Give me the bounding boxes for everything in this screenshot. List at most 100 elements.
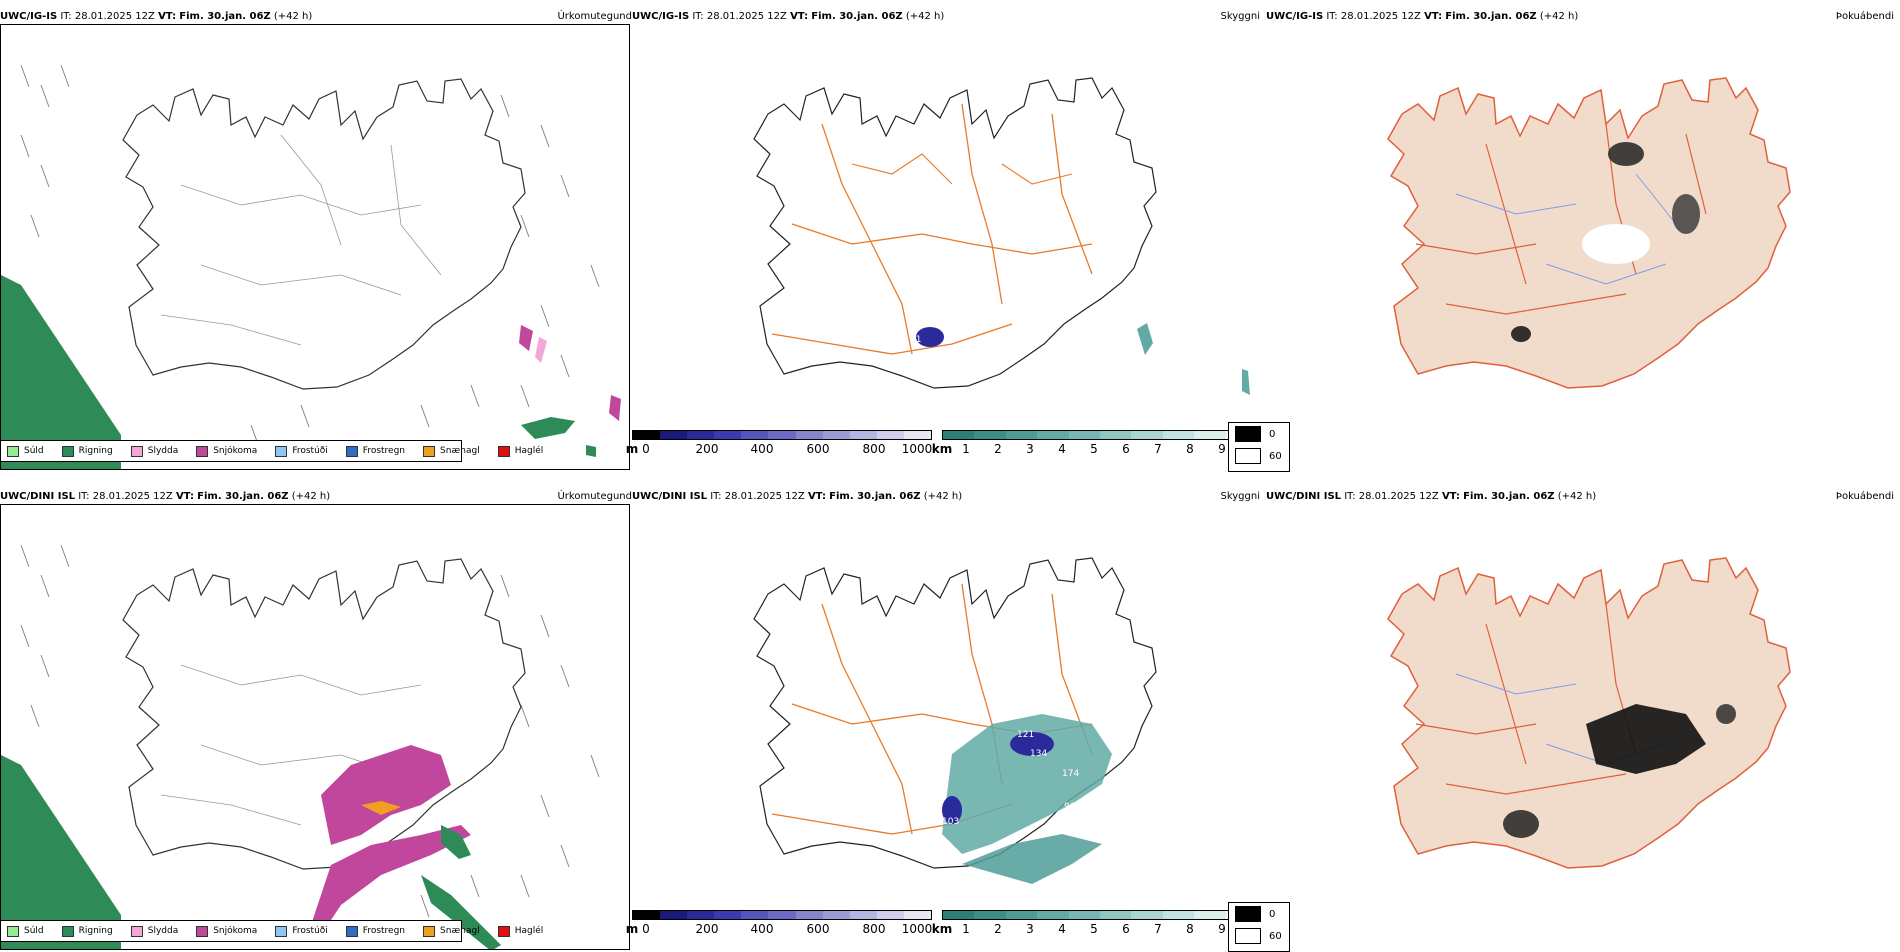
legend-label: Snjókoma [213, 926, 258, 936]
cloud-base-colorbar: m 0 200 400 600 800 1000 [626, 430, 932, 460]
cbar-tick: 1000 [901, 922, 933, 936]
legend-label: Frostúði [292, 446, 328, 456]
model-name: UWC/IG-IS [1266, 11, 1324, 22]
vt-label: VT: [158, 11, 177, 22]
it-label: IT: [710, 491, 722, 502]
legend-item-sudl: Súld [7, 925, 44, 937]
legend-item-frostregn: Frostregn [345, 445, 406, 457]
legend-item-slydda: Slydda [130, 445, 179, 457]
fog-legend-row: 60 [1229, 925, 1289, 947]
cloud-base-label: 81 [910, 335, 921, 345]
legend-item-haglel: Haglél [497, 445, 543, 457]
vt-label: VT: [807, 491, 826, 502]
vt-value: Fim. 30.jan. 06Z [1463, 491, 1555, 502]
precip-map-svg [1, 64, 621, 469]
vt-value: Fim. 30.jan. 06Z [197, 491, 289, 502]
vt-value: Fim. 30.jan. 06Z [829, 491, 921, 502]
vbar-tick: 2 [994, 922, 1002, 936]
panel-title: Þokuábendi [1835, 491, 1894, 502]
lead-time: (+42 h) [291, 491, 331, 502]
it-value: 28.01.2025 12Z [92, 491, 173, 502]
vbar-tick: 8 [1186, 922, 1194, 936]
visibility-unit: km [931, 922, 953, 936]
panel-header: UWC/IG-IS IT: 28.01.2025 12Z VT: Fim. 30… [1266, 10, 1900, 24]
it-value: 28.01.2025 12Z [706, 11, 787, 22]
legend-item-rigning: Rigning [61, 925, 113, 937]
precip-map [0, 504, 630, 950]
fog-legend: 0 60 [1228, 902, 1290, 952]
panel-title: Úrkomutegund [557, 491, 632, 502]
fog-map-svg [1387, 557, 1791, 869]
lead-time: (+42 h) [1557, 491, 1597, 502]
vbar-tick: 7 [1154, 922, 1162, 936]
cbar-tick: 200 [695, 922, 719, 936]
fog-legend-label: 60 [1269, 450, 1282, 462]
lead-time: (+42 h) [905, 11, 945, 22]
cloud-base-label: 121 [1017, 730, 1034, 740]
model-name: UWC/DINI ISL [0, 491, 76, 502]
visibility-unit: km [931, 442, 953, 456]
it-label: IT: [692, 11, 704, 22]
cloud-base-colorbar: m 0 200 400 600 800 1000 [626, 910, 933, 940]
fog-legend-row: 0 [1229, 903, 1289, 925]
visibility-map: 121 134 174 96 103 80 [632, 504, 1264, 944]
vt-label: VT: [790, 11, 809, 22]
visibility-map: 81 [632, 24, 1264, 464]
it-value: 28.01.2025 12Z [74, 11, 155, 22]
vbar-tick: 9 [1218, 442, 1226, 456]
legend-label: Súld [24, 926, 44, 936]
vbar-tick: 8 [1186, 442, 1194, 456]
model-name: UWC/DINI ISL [1266, 491, 1342, 502]
vbar-tick: 9 [1218, 922, 1226, 936]
vt-label: VT: [1424, 11, 1443, 22]
fog-legend-label: 0 [1269, 428, 1276, 440]
it-value: 28.01.2025 12Z [1340, 11, 1421, 22]
visibility-map-svg: 81 [753, 77, 1250, 395]
visibility-panel-row1: UWC/IG-IS IT: 28.01.2025 12Z VT: Fim. 30… [626, 10, 1264, 464]
legend-label: Snæhagl [440, 446, 480, 456]
vbar-tick: 1 [962, 442, 970, 456]
model-name: UWC/DINI ISL [632, 491, 708, 502]
legend-item-frostregn: Frostregn [345, 925, 405, 937]
legend-label: Frostúði [292, 926, 328, 936]
it-label: IT: [1326, 11, 1338, 22]
cbar-tick: 0 [642, 442, 650, 456]
cbar-tick: 600 [806, 922, 830, 936]
vt-value: Fim. 30.jan. 06Z [1445, 11, 1537, 22]
legend-item-rigning: Rigning [61, 445, 113, 457]
vbar-tick: 5 [1090, 922, 1098, 936]
legend-item-snaehagl: Snæhagl [423, 445, 480, 457]
visibility-colorbar: km 1 2 3 4 5 6 7 8 9 10 [932, 910, 1258, 940]
panel-header: UWC/DINI ISL IT: 28.01.2025 12Z VT: Fim.… [1266, 490, 1900, 504]
panel-title: Skyggni [1220, 491, 1260, 502]
vbar-tick: 3 [1026, 922, 1034, 936]
vbar-tick: 6 [1122, 442, 1130, 456]
panel-header: UWC/IG-IS IT: 28.01.2025 12Z VT: Fim. 30… [0, 10, 632, 24]
fog-legend-label: 60 [1269, 930, 1282, 942]
legend-item-frostudi: Frostúði [275, 445, 328, 457]
panel-title: Skyggni [1220, 11, 1260, 22]
legend-label: Slydda [147, 446, 179, 456]
cloud-base-unit: m [625, 922, 639, 936]
legend-item-haglel: Haglél [497, 925, 544, 937]
lead-time: (+42 h) [923, 491, 963, 502]
legend-label: Haglél [514, 926, 544, 936]
cbar-tick: 0 [642, 922, 650, 936]
precip-type-legend: Súld Rigning Slydda Snjókoma Frostúði Fr… [0, 920, 543, 942]
vbar-tick: 5 [1090, 442, 1098, 456]
legend-item-frostudi: Frostúði [275, 925, 328, 937]
vt-value: Fim. 30.jan. 06Z [811, 11, 903, 22]
cbar-tick: 800 [862, 922, 886, 936]
legend-item-slydda: Slydda [130, 925, 178, 937]
cloud-base-unit: m [625, 442, 639, 456]
cloud-base-label: 134 [1030, 749, 1047, 759]
lead-time: (+42 h) [273, 11, 313, 22]
it-value: 28.01.2025 12Z [1358, 491, 1439, 502]
legend-item-snjokoma: Snjókoma [196, 445, 257, 457]
vt-value: Fim. 30.jan. 06Z [179, 11, 271, 22]
visibility-colorbar: km 1 2 3 4 5 6 7 8 9 10 [932, 430, 1258, 460]
fog-panel-row2: UWC/DINI ISL IT: 28.01.2025 12Z VT: Fim.… [1228, 490, 1900, 952]
legend-label: Frostregn [362, 446, 406, 456]
panel-header: UWC/DINI ISL IT: 28.01.2025 12Z VT: Fim.… [632, 490, 1260, 504]
panel-title: Þokuábendi [1835, 11, 1894, 22]
